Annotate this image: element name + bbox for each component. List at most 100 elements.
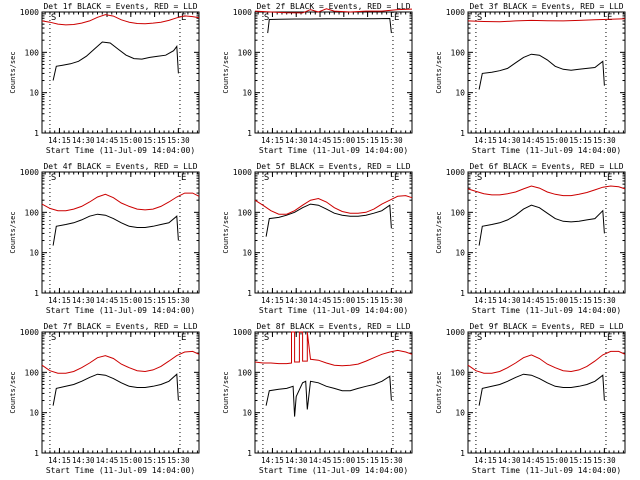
x-tick-label: 14:45 (96, 136, 119, 145)
events-series-line (52, 41, 179, 81)
y-axis-label: Counts/sec (222, 211, 230, 253)
x-tick-label: 15:15 (356, 296, 379, 305)
events-series-line (478, 204, 605, 246)
y-tick-label: 100 (238, 208, 253, 217)
event-marker-label: S (264, 173, 269, 183)
x-tick-label: 14:30 (72, 136, 95, 145)
y-tick-label: 10 (29, 249, 39, 258)
lld-series-line (467, 185, 626, 197)
y-tick-label: 1 (247, 289, 252, 298)
y-axis-label: Counts/sec (9, 371, 17, 413)
x-tick-label: 15:30 (167, 296, 190, 305)
y-axis-label: Counts/sec (9, 211, 17, 253)
x-tick-label: 15:00 (333, 296, 356, 305)
event-marker-label: E (181, 173, 186, 183)
y-tick-label: 10 (242, 409, 252, 418)
y-tick-label: 1 (247, 129, 252, 138)
y-tick-label: 1000 (233, 8, 252, 17)
panel-title: Det 7f BLACK = Events, RED = LLD (43, 322, 197, 331)
x-tick-label: 14:30 (498, 296, 521, 305)
panel-title: Det 9f BLACK = Events, RED = LLD (469, 322, 623, 331)
panel-det-6: Det 6f BLACK = Events, RED = LLD 1 10 100 10… (435, 162, 626, 315)
y-tick-label: 1 (34, 129, 39, 138)
event-marker-label: E (181, 333, 186, 343)
x-tick-label: 14:45 (522, 136, 545, 145)
panel-title: Det 8f BLACK = Events, RED = LLD (256, 322, 410, 331)
y-axis-label: Counts/sec (435, 211, 443, 253)
y-tick-label: 100 (451, 208, 466, 217)
x-tick-label: 14:30 (498, 136, 521, 145)
x-tick-label: 14:30 (72, 296, 95, 305)
y-tick-label: 10 (29, 409, 39, 418)
x-tick-label: 15:15 (143, 456, 166, 465)
event-marker-label: S (264, 13, 269, 23)
y-tick-label: 1 (247, 449, 252, 458)
x-tick-label: 15:30 (167, 456, 190, 465)
y-tick-label: 10 (242, 249, 252, 258)
y-tick-label: 1000 (446, 168, 465, 177)
events-series-line (267, 17, 392, 34)
y-tick-label: 100 (25, 368, 40, 377)
x-tick-label: 15:15 (356, 456, 379, 465)
x-axis-label: Start Time (11-Jul-09 14:04:00) (472, 146, 621, 155)
x-axis-label: Start Time (11-Jul-09 14:04:00) (259, 466, 408, 475)
panel-title: Det 4f BLACK = Events, RED = LLD (43, 162, 197, 171)
plot-frame (254, 331, 413, 454)
panel-title: Det 3f BLACK = Events, RED = LLD (469, 2, 623, 11)
x-tick-label: 14:45 (522, 296, 545, 305)
plot-frame (467, 331, 626, 454)
x-axis-label: Start Time (11-Jul-09 14:04:00) (46, 146, 195, 155)
lld-series-line (254, 195, 413, 215)
x-tick-label: 15:15 (143, 136, 166, 145)
event-marker-label: S (51, 333, 56, 343)
x-tick-label: 14:45 (96, 456, 119, 465)
x-tick-label: 14:30 (285, 296, 308, 305)
panel-det-7: Det 7f BLACK = Events, RED = LLD 1 10 100 10… (9, 322, 200, 475)
y-tick-label: 100 (238, 48, 253, 57)
x-tick-label: 14:15 (48, 456, 71, 465)
y-tick-label: 1 (460, 449, 465, 458)
y-tick-label: 1 (460, 129, 465, 138)
y-tick-label: 1000 (20, 328, 39, 337)
event-marker-label: S (477, 173, 482, 183)
x-tick-label: 14:45 (309, 296, 332, 305)
x-tick-label: 15:30 (593, 136, 616, 145)
panel-det-2: Det 2f BLACK = Events, RED = LLD 1 10 100 10… (222, 2, 413, 155)
plot-frame (41, 171, 200, 294)
x-tick-label: 15:30 (380, 296, 403, 305)
x-axis-label: Start Time (11-Jul-09 14:04:00) (472, 466, 621, 475)
x-tick-label: 15:30 (593, 456, 616, 465)
y-tick-label: 1 (34, 289, 39, 298)
x-tick-label: 15:15 (569, 136, 592, 145)
x-tick-label: 14:15 (474, 136, 497, 145)
y-tick-label: 10 (455, 409, 465, 418)
y-tick-label: 1000 (20, 8, 39, 17)
x-tick-label: 14:15 (48, 136, 71, 145)
x-tick-label: 15:00 (333, 136, 356, 145)
x-tick-label: 15:30 (167, 136, 190, 145)
y-tick-label: 1000 (20, 168, 39, 177)
y-axis-label: Counts/sec (435, 371, 443, 413)
panel-det-5: Det 5f BLACK = Events, RED = LLD 1 10 100 10… (222, 162, 413, 315)
y-tick-label: 10 (242, 89, 252, 98)
panel-det-9: Det 9f BLACK = Events, RED = LLD 1 10 100 10… (435, 322, 626, 475)
y-tick-label: 1000 (233, 328, 252, 337)
x-tick-label: 14:15 (474, 456, 497, 465)
events-series-line (478, 53, 605, 90)
x-axis-label: Start Time (11-Jul-09 14:04:00) (472, 306, 621, 315)
events-series-line (265, 203, 392, 237)
y-axis-label: Counts/sec (9, 51, 17, 93)
event-marker-label: E (607, 13, 612, 23)
event-marker-label: S (264, 333, 269, 343)
plot-frame (41, 331, 200, 454)
x-tick-label: 15:00 (333, 456, 356, 465)
plot-frame (41, 11, 200, 134)
event-marker-label: S (51, 173, 56, 183)
event-marker-label: E (394, 333, 399, 343)
event-marker-label: E (181, 13, 186, 23)
x-axis-label: Start Time (11-Jul-09 14:04:00) (46, 306, 195, 315)
plot-frame (467, 171, 626, 294)
x-tick-label: 15:00 (120, 296, 143, 305)
event-marker-label: S (477, 333, 482, 343)
